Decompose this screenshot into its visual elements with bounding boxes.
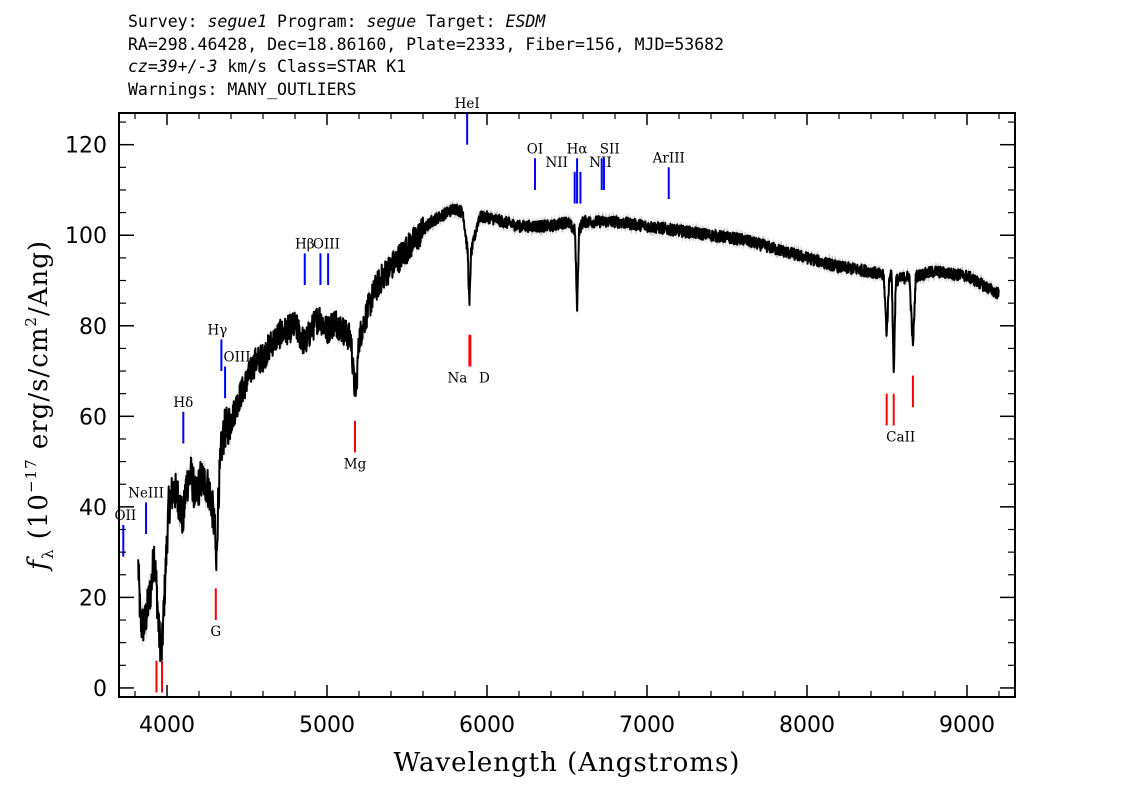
spectrum-layer <box>137 203 1000 663</box>
absorption-line-label: G <box>210 624 221 640</box>
y-tick-label: 100 <box>65 224 107 249</box>
y-tick-label: 120 <box>65 134 107 159</box>
x-tick-label: 8000 <box>779 713 835 738</box>
absorption-line-label: D <box>479 371 490 387</box>
y-tick-label: 0 <box>93 677 107 702</box>
emission-line-label: Hδ <box>173 395 193 411</box>
x-axis-label: Wavelength (Angstroms) <box>394 748 741 778</box>
line-markers: OIINeIIIHδHγOIIIHβOIIIHeIOINIIHαNIISIIAr… <box>114 96 915 693</box>
emission-line-label: Hβ <box>295 236 315 252</box>
y-axis-label: fλ (10−17 erg/s/cm2/Ang) <box>22 240 57 572</box>
emission-line-label: OII <box>114 508 136 524</box>
x-tick-label: 7000 <box>619 713 675 738</box>
target-value: ESDM <box>505 12 546 31</box>
redshift-value: cz=39+/-3 <box>128 57 218 76</box>
y-tick-label: 60 <box>79 405 107 430</box>
absorption-line-label: Mg <box>344 457 367 473</box>
x-tick-label: 5000 <box>299 713 355 738</box>
x-tick-label: 6000 <box>459 713 515 738</box>
emission-line-label: HeI <box>455 96 480 112</box>
emission-line-label: OIII <box>224 350 251 366</box>
program-label: Program: <box>277 12 357 31</box>
emission-line-label: OI <box>527 141 543 157</box>
emission-line-label: Hγ <box>207 322 227 338</box>
survey-label: Survey: <box>128 12 198 31</box>
y-tick-label: 20 <box>79 586 107 611</box>
header-line-survey: Survey: segue1 Program: segue Target: ES… <box>128 11 724 34</box>
header-line-warnings: Warnings: MANY_OUTLIERS <box>128 79 357 99</box>
absorption-line-label: CaII <box>886 429 915 445</box>
spectrum-header: Survey: segue1 Program: segue Target: ES… <box>128 11 724 101</box>
spectrum-line <box>137 203 1000 663</box>
emission-line-label: OIII <box>313 236 340 252</box>
emission-line-label: NII <box>589 155 611 171</box>
x-tick-label: 4000 <box>139 713 195 738</box>
target-label: Target: <box>426 12 496 31</box>
header-line-redshift: cz=39+/-3 km/s Class=STAR K1 <box>128 56 724 79</box>
emission-line-label: NII <box>545 155 567 171</box>
y-tick-label: 40 <box>79 496 107 521</box>
emission-line-label: SII <box>600 141 620 157</box>
redshift-class: km/s Class=STAR K1 <box>227 57 407 76</box>
absorption-line-label: Na <box>447 371 467 387</box>
program-value: segue <box>366 12 417 31</box>
axis-ticks: 4000 5000 6000 7000 8000 9000 0 20 40 60 80 100 120 <box>65 113 1015 738</box>
emission-line-label: NeIII <box>128 485 164 501</box>
emission-line-label: ArIII <box>652 150 685 166</box>
plot-frame <box>118 112 1016 698</box>
x-tick-label: 9000 <box>939 713 995 738</box>
y-tick-label: 80 <box>79 315 107 340</box>
survey-value: segue1 <box>207 12 268 31</box>
header-line-coordinates: RA=298.46428, Dec=18.86160, Plate=2333, … <box>128 34 725 54</box>
emission-line-label: Hα <box>567 141 588 157</box>
